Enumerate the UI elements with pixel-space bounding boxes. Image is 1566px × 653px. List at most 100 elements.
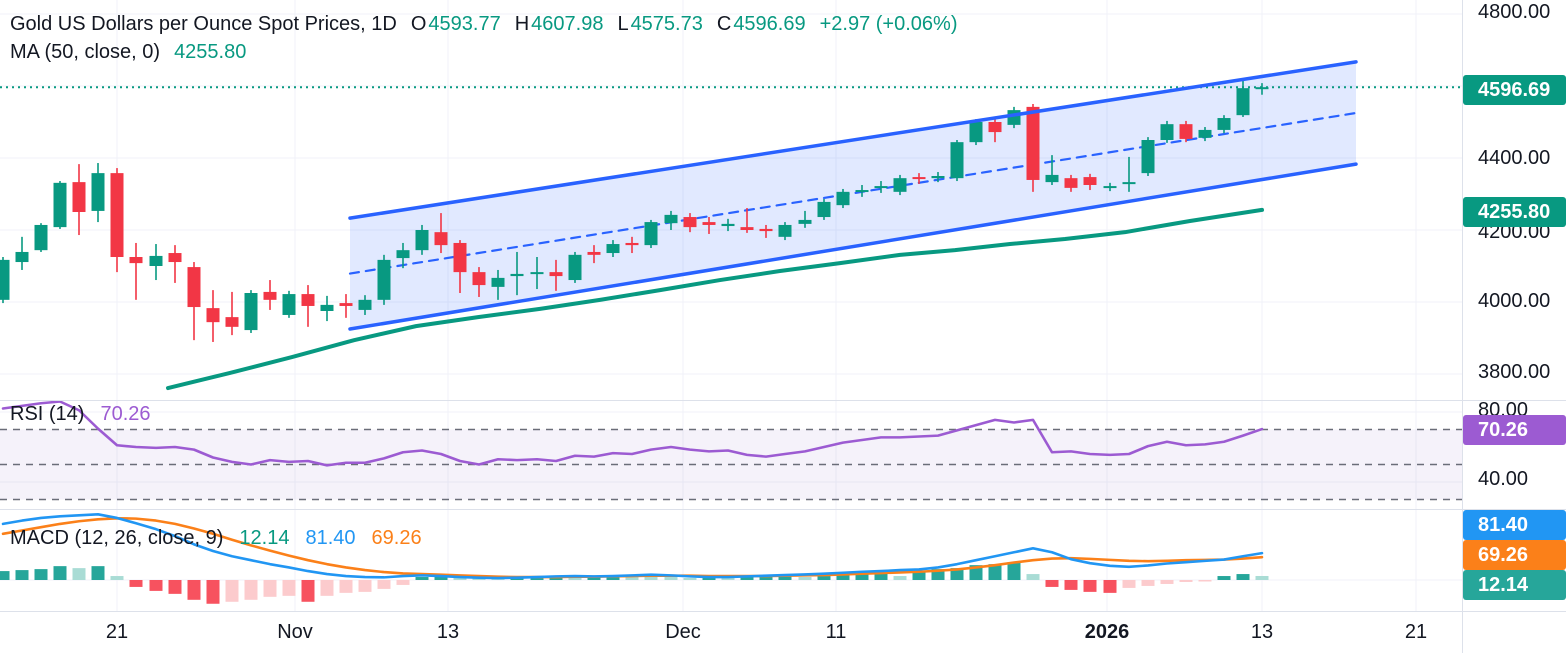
candle-body [0, 259, 10, 300]
macd-histogram-bar [168, 580, 182, 594]
macd-histogram-bar [1198, 580, 1212, 582]
candle-body [1045, 174, 1059, 183]
channel-bottom-line [348, 162, 1358, 331]
macd-line-value: 81.40 [305, 527, 356, 549]
macd-histogram-bar [988, 564, 1002, 580]
candle-body [1217, 118, 1231, 130]
ohlc-close: C 4596.69 [716, 13, 806, 35]
price-axis-label: 3800.00 [1478, 361, 1551, 383]
macd-histogram-bar [110, 576, 124, 580]
time-axis-label[interactable]: 11 [825, 621, 847, 643]
candle-body [34, 224, 48, 251]
candle-body [530, 272, 544, 275]
time-axis-label[interactable]: 21 [1404, 621, 1428, 643]
candle-body [1160, 124, 1174, 140]
macd-histogram-bar [530, 577, 544, 580]
macd-histogram-bar [683, 578, 697, 580]
candle-body [377, 259, 391, 300]
time-axis-label[interactable]: Dec [665, 621, 701, 643]
macd-histogram-bar [377, 580, 391, 589]
macd-histogram-bar [702, 577, 716, 580]
macd-histogram-bar [912, 571, 926, 580]
macd-histogram-bar [740, 577, 754, 580]
candle-body [1103, 186, 1117, 189]
candle-body [625, 242, 639, 246]
candle-body [702, 222, 716, 225]
time-axis-label[interactable]: Nov [277, 621, 313, 643]
price-axis-label: 4800.00 [1478, 1, 1551, 23]
candle-body [358, 299, 372, 310]
candle-body [1007, 110, 1021, 125]
macd-histogram-bar [1064, 580, 1078, 590]
channel-median-line [348, 111, 1358, 275]
macd-histogram-bar [664, 577, 678, 580]
candle-body [740, 227, 754, 230]
candle-body [263, 291, 277, 300]
candle-body [168, 253, 182, 263]
symbol-title: Gold US Dollars per Ounce Spot Prices, 1… [10, 13, 397, 35]
ma-indicator-row[interactable]: MA (50, close, 0) 4255.80 [10, 38, 957, 66]
candle-body [587, 251, 601, 255]
macd-histogram-bar [53, 566, 67, 580]
macd-histogram-bar [1122, 580, 1136, 588]
candle-body [1236, 88, 1250, 116]
macd-histogram-bar [587, 576, 601, 580]
parallel-channel-fill [350, 61, 1356, 329]
candle-body [53, 182, 67, 228]
macd-histogram-bar [931, 569, 945, 580]
macd-histogram-bar [1007, 562, 1021, 580]
macd-indicator-row[interactable]: MACD (12, 26, close, 9) 12.14 81.40 69.2… [10, 527, 422, 550]
rsi-value-badge: 70.26 [1463, 415, 1566, 445]
rsi-value: 70.26 [100, 403, 151, 425]
macd-histogram-bar [225, 580, 239, 602]
candle-body [912, 177, 926, 180]
last-price-badge: 4596.69 [1463, 75, 1566, 105]
candle-body [149, 255, 163, 266]
candle-body [644, 222, 658, 246]
price-change: +2.97 (+0.06%) [819, 13, 958, 35]
time-axis-label[interactable]: 13 [1250, 621, 1274, 643]
candle-body [759, 228, 773, 232]
time-axis-label[interactable]: 21 [105, 621, 129, 643]
candle-body [453, 242, 467, 273]
macd-hist-badge: 12.14 [1463, 570, 1566, 600]
ma-label: MA (50, close, 0) [10, 41, 161, 63]
candle-body [817, 201, 831, 218]
macd-histogram-bar [320, 580, 334, 596]
macd-signal-value: 69.26 [371, 527, 422, 549]
candle-body [606, 244, 620, 254]
candle-body [549, 272, 563, 277]
rsi-indicator-row[interactable]: RSI (14) 70.26 [10, 403, 151, 426]
candle-body [320, 304, 334, 311]
candle-body [110, 173, 124, 257]
macd-histogram-bar [187, 580, 201, 600]
candle-body [396, 250, 410, 259]
candle-body [1064, 178, 1078, 188]
macd-histogram-bar [206, 580, 220, 604]
macd-histogram-bar [1236, 574, 1250, 580]
symbol-row[interactable]: Gold US Dollars per Ounce Spot Prices, 1… [10, 10, 957, 38]
candle-body [282, 294, 296, 315]
candle-body [129, 257, 143, 264]
candle-body [798, 219, 812, 224]
candle-body [931, 176, 945, 179]
candle-body [836, 191, 850, 206]
candle-body [1179, 124, 1193, 139]
macd-histogram-bar [759, 576, 773, 580]
macd-histogram-bar [34, 569, 48, 580]
macd-histogram-bar [358, 580, 372, 592]
chart-legend: Gold US Dollars per Ounce Spot Prices, 1… [10, 10, 957, 66]
ohlc-high: H 4607.98 [514, 13, 604, 35]
time-axis-label[interactable]: 2026 [1084, 621, 1130, 643]
candle-body [1198, 129, 1212, 138]
candle-body [683, 217, 697, 228]
macd-histogram-bar [644, 576, 658, 580]
macd-histogram-bar [1179, 580, 1193, 582]
macd-histogram-bar [263, 580, 277, 597]
candle-body [415, 230, 429, 251]
time-axis-label[interactable]: 13 [436, 621, 460, 643]
macd-histogram-bar [1141, 580, 1155, 586]
macd-histogram-bar [817, 576, 831, 580]
candle-body [187, 267, 201, 308]
